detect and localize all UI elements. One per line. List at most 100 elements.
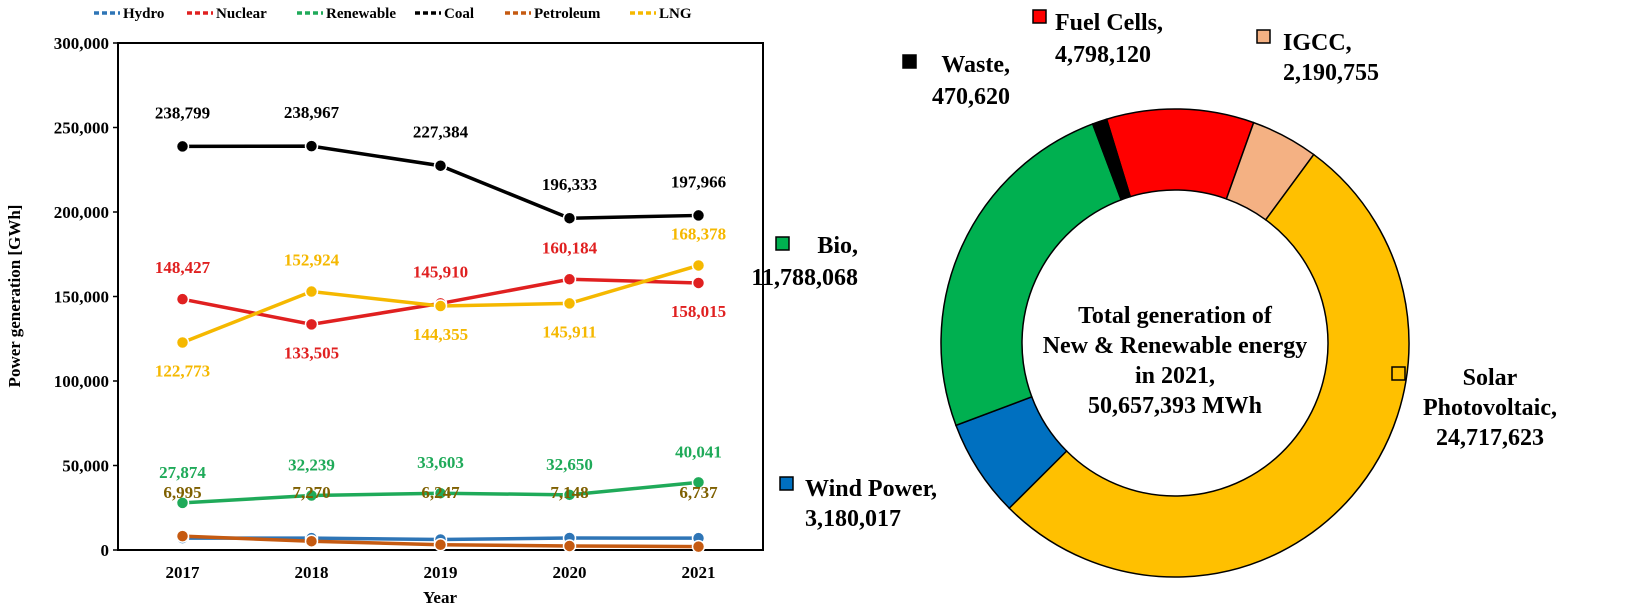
data-label-renewable: 32,239 bbox=[288, 456, 335, 475]
data-point-coal bbox=[562, 211, 577, 225]
slice-value-waste: 470,620 bbox=[932, 84, 1010, 110]
data-label-nuclear: 160,184 bbox=[542, 238, 598, 257]
x-tick-label: 2017 bbox=[166, 563, 201, 582]
data-point-renewable bbox=[175, 496, 190, 510]
legend-label-nuclear: Nuclear bbox=[216, 6, 267, 22]
legend-label-lng: LNG bbox=[659, 6, 692, 22]
slice-name-bio: Bio, bbox=[817, 233, 858, 259]
data-label-nuclear: 148,427 bbox=[155, 258, 211, 277]
slice-value-wind-power: 3,180,017 bbox=[805, 506, 901, 532]
y-axis-ticks: 0 50,000 100,000 150,000 200,000 250,000 300,0… bbox=[54, 34, 118, 560]
data-point-nuclear bbox=[175, 292, 190, 306]
y-tick-label: 300,000 bbox=[54, 34, 109, 53]
label-marker-igcc bbox=[1256, 29, 1271, 44]
y-tick-label: 100,000 bbox=[54, 372, 109, 391]
donut-chart: Total generation of New & Renewable ener… bbox=[751, 9, 1557, 578]
label-marker-solar-photovoltaic bbox=[1391, 366, 1406, 381]
data-point-petroleum bbox=[433, 538, 448, 552]
y-tick-label: 0 bbox=[101, 541, 110, 560]
data-point-petroleum bbox=[562, 539, 577, 553]
data-label-petroleum-value: 6,247 bbox=[421, 483, 460, 502]
data-label-coal: 227,384 bbox=[413, 123, 469, 142]
y-tick-label: 50,000 bbox=[62, 457, 109, 476]
data-point-lng bbox=[175, 335, 190, 350]
data-point-petroleum bbox=[691, 539, 706, 554]
x-tick-label: 2021 bbox=[682, 563, 716, 582]
slice-value-fuel-cells: 4,798,120 bbox=[1055, 42, 1151, 68]
center-text-line-1: Total generation of bbox=[1078, 303, 1273, 329]
x-tick-label: 2018 bbox=[295, 563, 329, 582]
slice-value-solar-photovoltaic: 24,717,623 bbox=[1436, 425, 1544, 451]
data-point-nuclear bbox=[691, 276, 706, 290]
data-label-lng: 122,773 bbox=[155, 362, 210, 381]
center-text-line-4: 50,657,393 MWh bbox=[1088, 393, 1262, 419]
y-tick-label: 150,000 bbox=[54, 288, 109, 307]
legend-label-coal: Coal bbox=[444, 6, 474, 22]
donut-center-text: Total generation of New & Renewable ener… bbox=[1043, 303, 1308, 419]
legend-label-hydro: Hydro bbox=[123, 6, 164, 22]
data-label-nuclear: 133,505 bbox=[284, 343, 339, 362]
slice-name-solar-photovoltaic: Solar bbox=[1463, 365, 1518, 391]
data-label-renewable: 27,874 bbox=[159, 463, 206, 482]
data-label-renewable: 40,041 bbox=[675, 442, 722, 461]
data-point-coal bbox=[433, 158, 448, 173]
data-label-coal: 238,967 bbox=[284, 103, 340, 122]
slice-bio bbox=[940, 122, 1123, 427]
data-label-lng: 144,355 bbox=[413, 325, 468, 344]
x-tick-label: 2020 bbox=[553, 563, 587, 582]
data-label-coal: 238,799 bbox=[155, 103, 210, 122]
data-point-renewable bbox=[691, 475, 706, 490]
donut-labels: Fuel Cells, 4,798,120 IGCC, 2,190,755 Solar P… bbox=[751, 9, 1557, 532]
plot-area-frame bbox=[117, 42, 764, 551]
center-text-line-3: in 2021, bbox=[1135, 363, 1215, 389]
y-tick-label: 200,000 bbox=[54, 203, 109, 222]
data-label-petroleum-value: 7,148 bbox=[550, 483, 588, 502]
slice-value-igcc: 2,190,755 bbox=[1283, 60, 1379, 86]
slice-name-fuel-cells: Fuel Cells, bbox=[1055, 10, 1163, 36]
data-point-nuclear bbox=[562, 272, 577, 287]
data-point-lng bbox=[433, 299, 448, 313]
legend: Hydro Nuclear Renewable Coal Petroleum LNG bbox=[94, 6, 692, 22]
data-point-lng bbox=[691, 258, 706, 273]
label-marker-wind-power bbox=[779, 476, 794, 491]
data-point-lng bbox=[304, 284, 319, 299]
slice-name-solar-photovoltaic-2: Photovoltaic, bbox=[1423, 395, 1557, 421]
label-marker-bio bbox=[775, 236, 790, 251]
data-point-lng bbox=[562, 296, 577, 311]
data-point-petroleum bbox=[175, 529, 190, 543]
data-label-renewable: 33,603 bbox=[417, 453, 464, 472]
data-label-nuclear: 158,015 bbox=[671, 302, 726, 321]
data-labels: 148,427 133,505 145,910 160,184 158,015 27,87… bbox=[155, 103, 726, 502]
x-axis-ticks: 2017 2018 2019 2020 2021 bbox=[166, 563, 716, 582]
data-label-petroleum-value: 6,737 bbox=[679, 483, 718, 502]
data-point-renewable bbox=[562, 488, 577, 502]
label-marker-fuel-cells bbox=[1032, 9, 1047, 24]
data-point-renewable bbox=[304, 488, 319, 503]
data-label-coal: 197,966 bbox=[671, 172, 726, 191]
data-label-petroleum-value: 6,995 bbox=[163, 483, 201, 502]
center-text-line-2: New & Renewable energy bbox=[1043, 333, 1308, 359]
data-label-lng: 145,911 bbox=[542, 322, 596, 341]
legend-label-renewable: Renewable bbox=[326, 6, 396, 22]
y-axis-label: Power generation [GWh] bbox=[5, 205, 24, 388]
data-label-coal: 196,333 bbox=[542, 175, 597, 194]
data-label-renewable: 32,650 bbox=[546, 455, 593, 474]
slice-name-igcc: IGCC, bbox=[1283, 30, 1352, 56]
x-axis-label: Year bbox=[423, 588, 457, 607]
data-point-petroleum bbox=[304, 534, 319, 548]
data-label-petroleum-value: 7,270 bbox=[292, 483, 330, 502]
label-marker-waste bbox=[902, 54, 917, 69]
data-label-nuclear: 145,910 bbox=[413, 262, 468, 281]
data-point-coal bbox=[304, 139, 319, 153]
data-label-lng: 152,924 bbox=[284, 251, 340, 270]
slice-value-bio: 11,788,068 bbox=[751, 265, 858, 291]
data-point-coal bbox=[691, 208, 706, 223]
series-points bbox=[175, 139, 706, 554]
data-point-coal bbox=[175, 139, 190, 154]
data-point-nuclear bbox=[304, 317, 319, 332]
data-point-renewable bbox=[433, 486, 448, 500]
x-tick-label: 2019 bbox=[424, 563, 458, 582]
slice-waste bbox=[1091, 118, 1132, 201]
donut-slices bbox=[940, 108, 1410, 578]
